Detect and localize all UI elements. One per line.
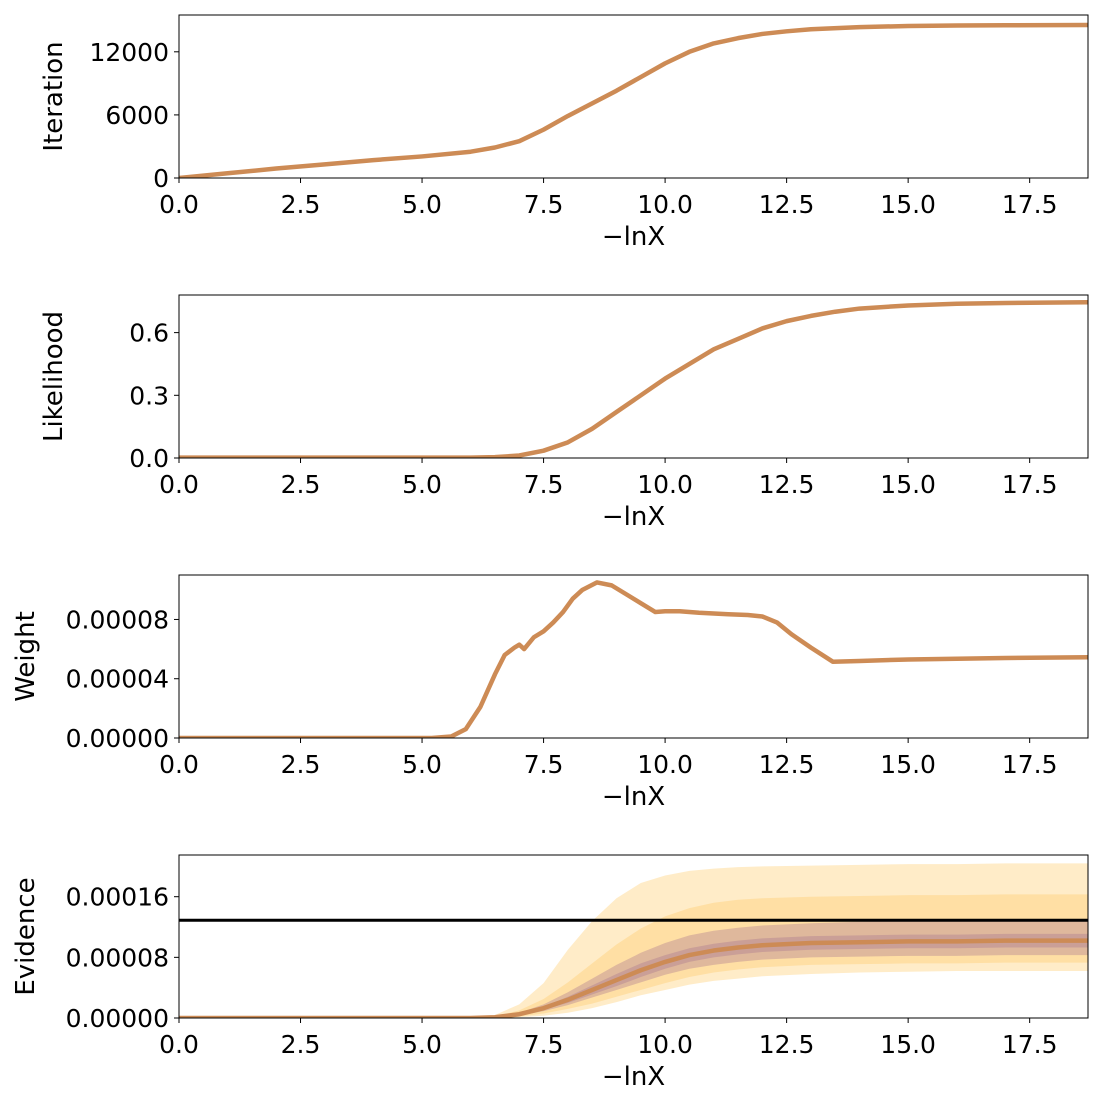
panel-evidence: 0.0 2.5 5.0 7.5 10.0 12.5 15.0 17.5 0.00000 0.000…: [11, 854, 1089, 1092]
iteration-x-tick-label: 2.5: [281, 190, 321, 219]
weight-x-tick-label: 2.5: [281, 750, 321, 779]
evidence-x-tick-label: 17.5: [1002, 1030, 1058, 1059]
evidence-band-1: [179, 863, 1088, 1018]
likelihood-y-tick-label: 0.0: [129, 444, 169, 473]
evidence-axes-frame: [178, 854, 1089, 1019]
likelihood-y-tick-label: 0.3: [129, 381, 169, 410]
weight-x-tick-label: 10.0: [637, 750, 693, 779]
evidence-y-tick-label: 0.00000: [66, 1004, 169, 1033]
likelihood-x-tick-label: 7.5: [524, 470, 564, 499]
weight-x-tick-label: 15.0: [880, 750, 936, 779]
likelihood-axes-frame: [178, 294, 1089, 459]
iteration-series-line: [179, 22, 1088, 178]
likelihood-x-tick-label: 12.5: [759, 470, 815, 499]
weight-x-tick-label: 7.5: [524, 750, 564, 779]
likelihood-x-tick-label: 15.0: [880, 470, 936, 499]
iteration-x-tick-label: 5.0: [402, 190, 442, 219]
evidence-band-4: [179, 933, 1088, 1018]
weight-y-axis-label: Weight: [11, 611, 41, 702]
weight-x-axis-label: −lnX: [602, 782, 665, 812]
weight-y-tick-label: 0.00000: [66, 724, 169, 753]
likelihood-x-tick-label: 0.0: [159, 470, 199, 499]
weight-x-tick-label: 17.5: [1002, 750, 1058, 779]
panel-iteration: 0.0 2.5 5.0 7.5 10.0 12.5 15.0 17.5 0 6000 12000 −l…: [39, 14, 1089, 252]
weight-y-tick-label: 0.00004: [66, 665, 169, 694]
weight-x-tick-label: 12.5: [759, 750, 815, 779]
iteration-plot-area: [179, 22, 1088, 178]
likelihood-plot-area: [179, 300, 1088, 458]
evidence-plot-area: [179, 863, 1088, 1018]
iteration-y-tick-label: 0: [153, 164, 169, 193]
likelihood-x-axis-label: −lnX: [602, 502, 665, 532]
evidence-x-tick-label: 2.5: [281, 1030, 321, 1059]
likelihood-x-tick-label: 10.0: [637, 470, 693, 499]
likelihood-y-axis-label: Likelihood: [39, 311, 69, 442]
weight-axes-frame: [178, 574, 1089, 739]
iteration-x-axis-label: −lnX: [602, 222, 665, 252]
likelihood-y-tick-label: 0.6: [129, 319, 169, 348]
evidence-band-3: [179, 920, 1088, 1018]
iteration-x-tick-label: 15.0: [880, 190, 936, 219]
iteration-x-tick-label: 12.5: [759, 190, 815, 219]
iteration-x-tick-label: 17.5: [1002, 190, 1058, 219]
evidence-x-tick-label: 10.0: [637, 1030, 693, 1059]
evidence-band-2: [179, 894, 1088, 1018]
iteration-x-tick-label: 0.0: [159, 190, 199, 219]
iteration-y-tick-label: 12000: [89, 38, 169, 67]
evidence-x-tick-label: 0.0: [159, 1030, 199, 1059]
iteration-axes-frame: [178, 14, 1089, 179]
evidence-x-tick-label: 15.0: [880, 1030, 936, 1059]
likelihood-series-line: [179, 300, 1088, 458]
weight-x-tick-label: 0.0: [159, 750, 199, 779]
evidence-y-tick-label: 0.00008: [66, 943, 169, 972]
evidence-y-axis-label: Evidence: [11, 877, 41, 995]
likelihood-x-tick-label: 2.5: [281, 470, 321, 499]
panel-weight: 0.0 2.5 5.0 7.5 10.0 12.5 15.0 17.5 0.00000 0.000…: [11, 574, 1089, 812]
weight-plot-area: [179, 580, 1088, 738]
evidence-x-tick-label: 5.0: [402, 1030, 442, 1059]
iteration-x-tick-label: 7.5: [524, 190, 564, 219]
iteration-y-axis-label: Iteration: [39, 41, 69, 151]
likelihood-x-tick-label: 5.0: [402, 470, 442, 499]
weight-series-line: [179, 580, 1088, 738]
weight-x-tick-label: 5.0: [402, 750, 442, 779]
evidence-y-tick-label: 0.00016: [66, 883, 169, 912]
evidence-x-axis-label: −lnX: [602, 1062, 665, 1092]
evidence-x-tick-label: 12.5: [759, 1030, 815, 1059]
evidence-x-tick-label: 7.5: [524, 1030, 564, 1059]
iteration-y-tick-label: 6000: [105, 101, 169, 130]
weight-y-tick-label: 0.00008: [66, 605, 169, 634]
panel-likelihood: 0.0 2.5 5.0 7.5 10.0 12.5 15.0 17.5 0.0 0.3 0.6 −ln…: [39, 294, 1089, 532]
likelihood-x-tick-label: 17.5: [1002, 470, 1058, 499]
iteration-x-tick-label: 10.0: [637, 190, 693, 219]
